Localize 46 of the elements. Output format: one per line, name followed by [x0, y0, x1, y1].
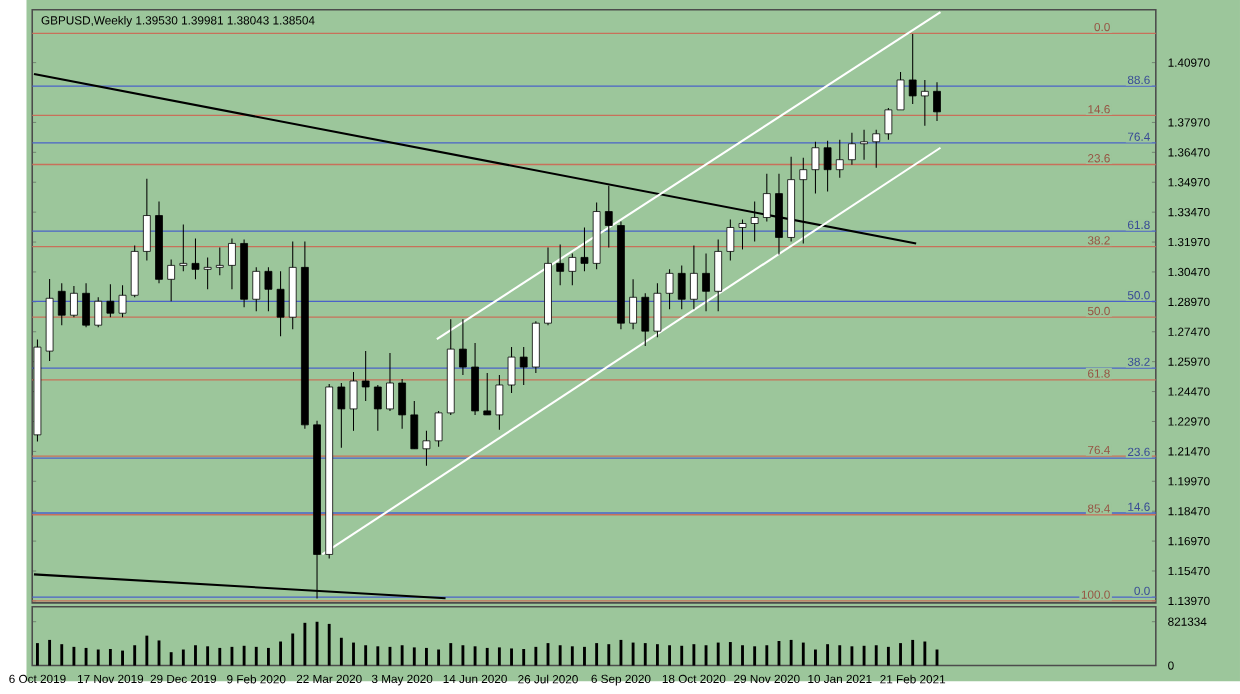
candlestick — [386, 352, 394, 412]
candlestick — [203, 256, 212, 290]
candlestick — [556, 243, 565, 286]
candlestick — [483, 372, 492, 416]
candlestick — [690, 244, 698, 310]
candlestick — [471, 342, 479, 416]
candlestick — [702, 252, 710, 312]
candlestick — [908, 33, 917, 105]
candlestick — [580, 226, 589, 272]
candlestick — [215, 246, 224, 276]
candlestick — [568, 252, 577, 286]
candlestick — [507, 346, 516, 394]
candlestick — [94, 296, 103, 328]
candlestick — [872, 129, 881, 169]
candlestick — [410, 400, 419, 450]
candlestick — [167, 258, 176, 302]
candlestick — [531, 320, 540, 374]
candlestick — [641, 292, 650, 347]
candlestick — [82, 282, 90, 328]
candlestick — [142, 178, 151, 261]
candlestick — [179, 223, 188, 272]
candlestick — [70, 285, 78, 318]
candlestick — [337, 382, 346, 449]
candlestick — [714, 238, 723, 312]
candlestick — [848, 132, 856, 166]
candlestick — [726, 218, 735, 261]
candlestick — [361, 350, 370, 402]
candlestick — [677, 264, 686, 310]
candlestick — [228, 237, 236, 290]
candlestick — [495, 374, 504, 431]
candlestick — [398, 378, 406, 430]
candlestick — [933, 81, 941, 122]
candlestick — [252, 266, 261, 312]
candlestick — [130, 244, 139, 298]
candlestick — [762, 173, 771, 222]
candlestick — [57, 282, 66, 326]
candlestick — [349, 371, 358, 432]
candlestick — [835, 139, 844, 179]
candlestick — [920, 79, 929, 127]
candlestick — [459, 318, 467, 376]
candlestick — [519, 346, 528, 386]
candlestick — [373, 384, 382, 432]
candlestick — [629, 278, 637, 330]
candlestick — [191, 237, 200, 280]
candlestick — [860, 129, 868, 161]
candlestick — [738, 218, 747, 250]
